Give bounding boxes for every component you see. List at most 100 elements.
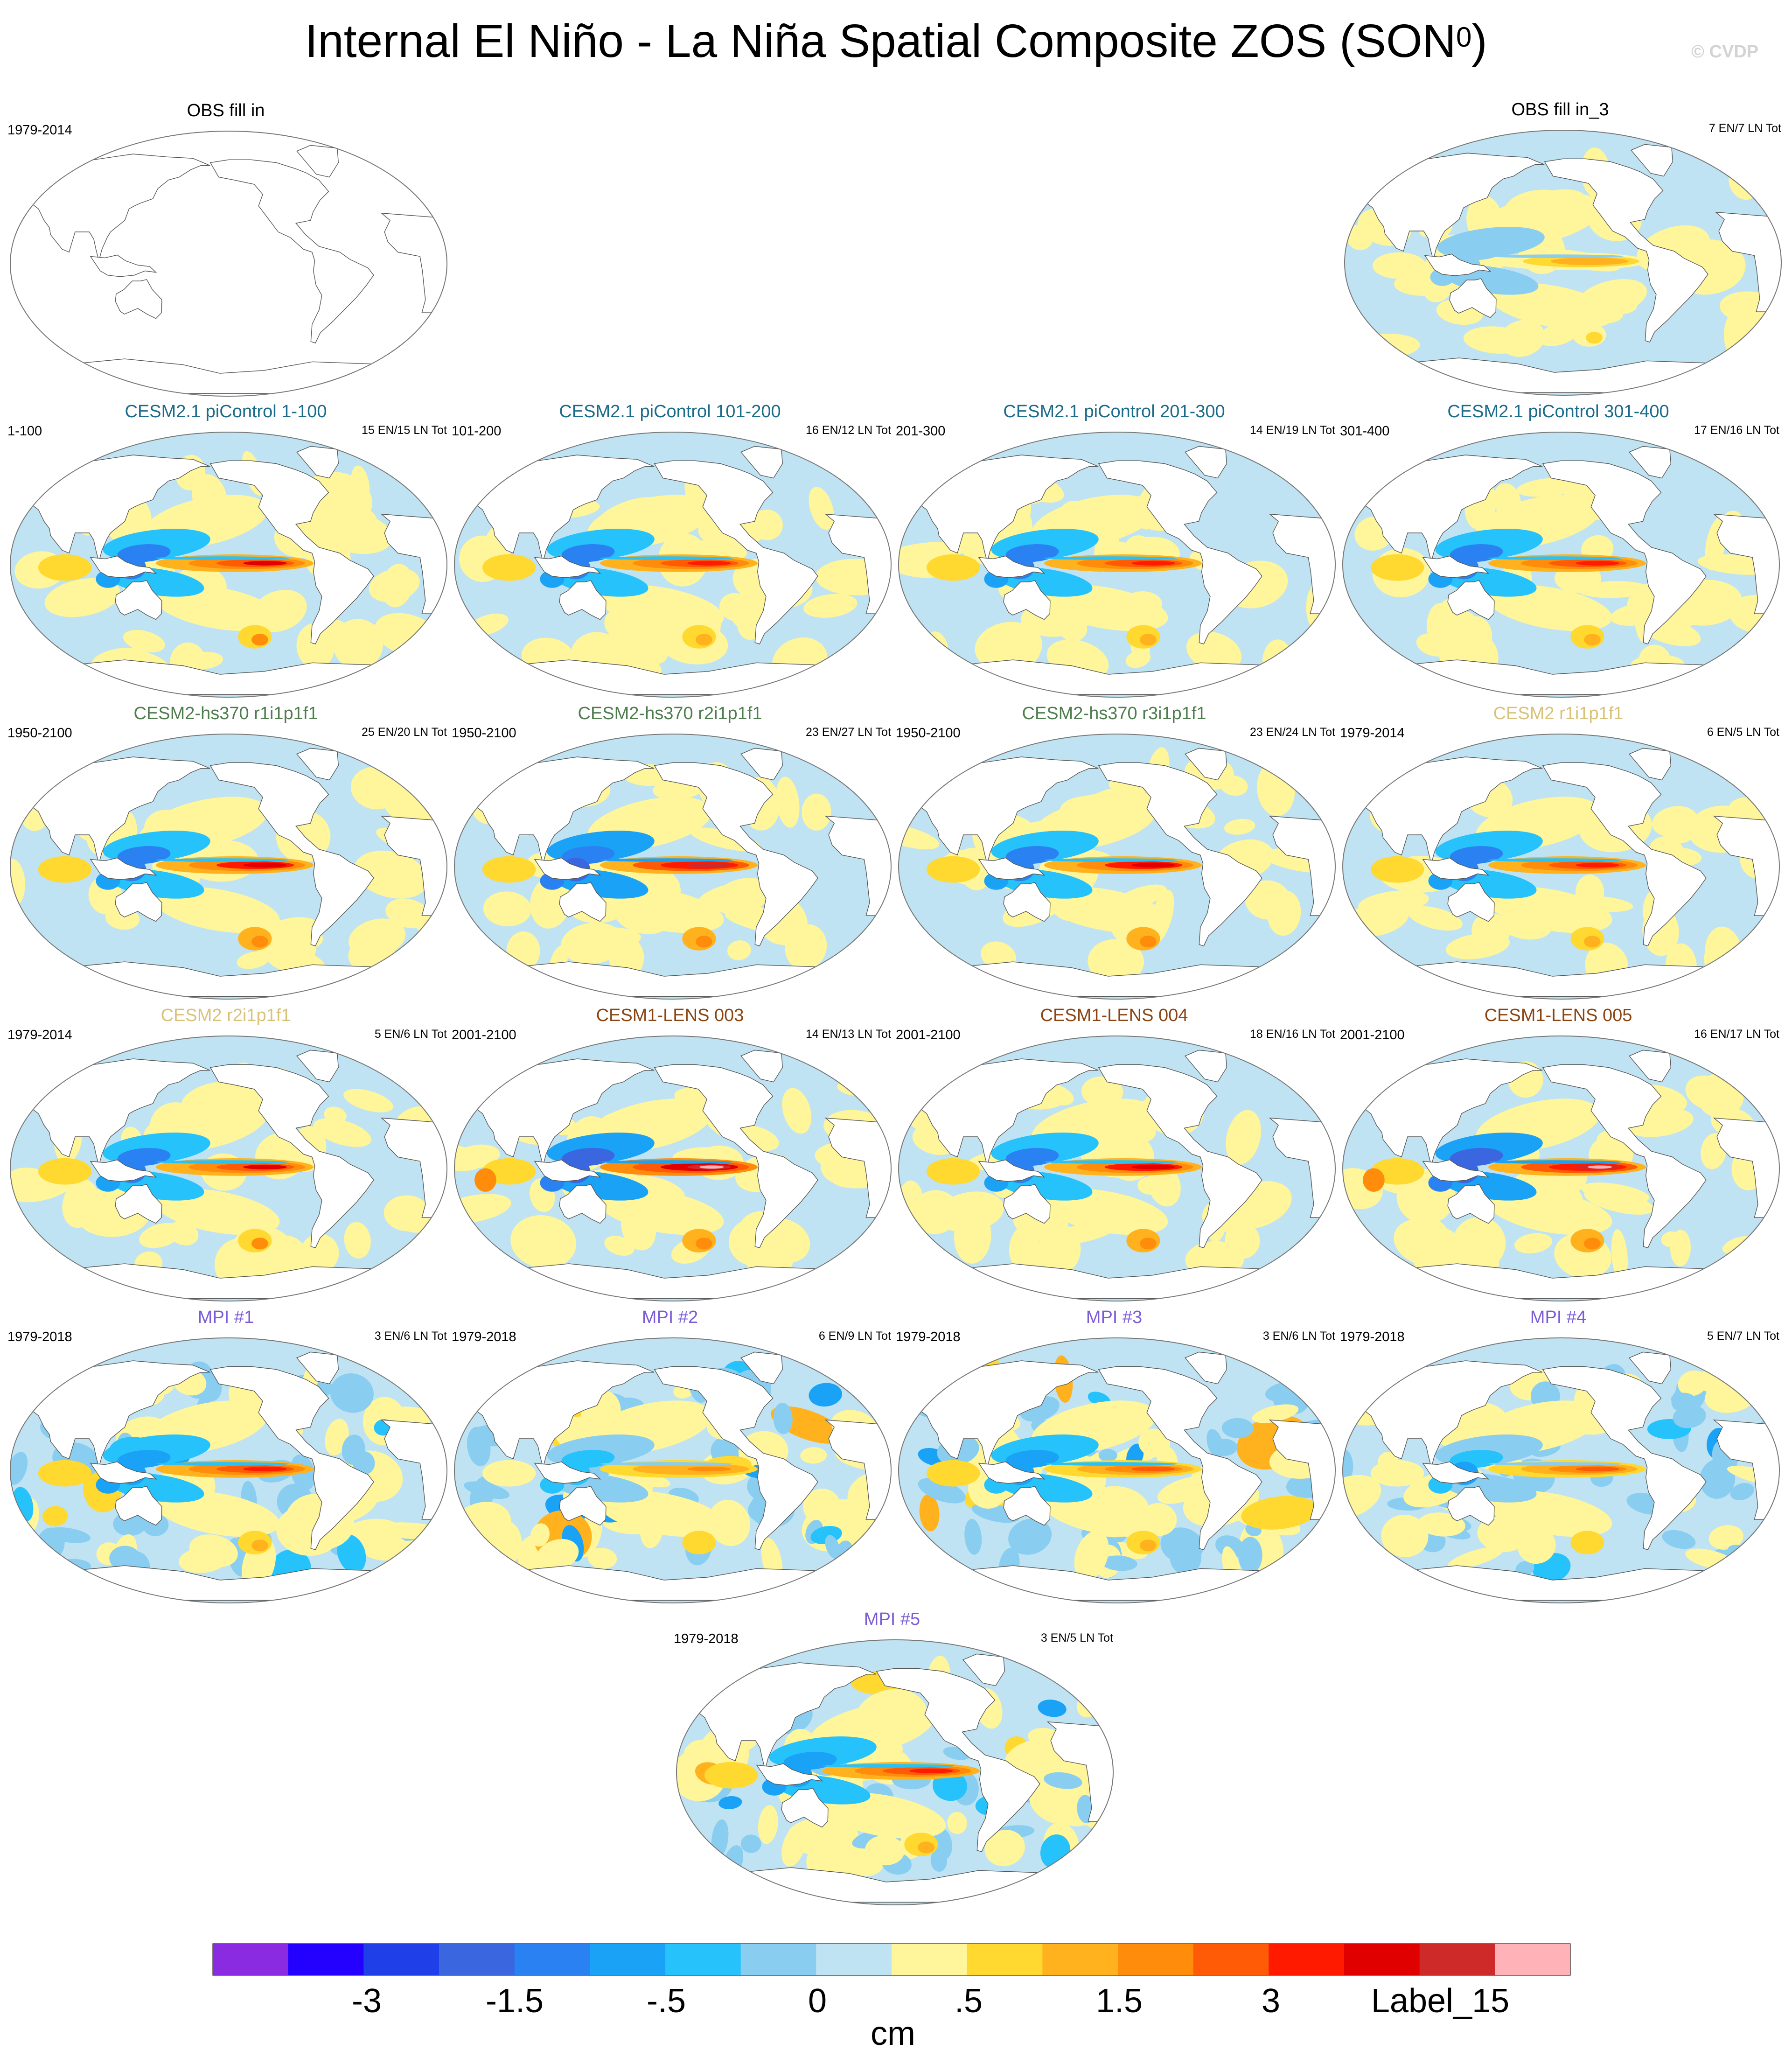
anomaly-contour: [584, 927, 641, 947]
map-panel: MPI #2 1979-2018 6 EN/9 LN Tot: [449, 1307, 892, 1606]
anomaly-contour: [1381, 1514, 1429, 1558]
colorbar-tick-label: .5: [954, 1982, 983, 2020]
land-eurasia: [474, 1058, 655, 1167]
colorbar-swatch: [363, 1944, 439, 1975]
anomaly-contour: [189, 1534, 238, 1567]
panel-title: CESM1-LENS 005: [1484, 1006, 1632, 1025]
colorbar-swatch: [740, 1944, 816, 1975]
land-australia: [1447, 580, 1495, 620]
map-panel: MPI #3 1979-2018 3 EN/6 LN Tot: [893, 1307, 1336, 1606]
anomaly-contour: [263, 1235, 307, 1279]
land-africa: [380, 1419, 447, 1520]
panel-event-count: 14 EN/19 LN Tot: [1250, 424, 1335, 437]
anomaly-contour: [1708, 1525, 1743, 1550]
anomaly-contour: [1584, 1238, 1601, 1250]
panel-title: CESM2.1 piControl 1-100: [125, 402, 327, 421]
anomaly-contour: [1140, 634, 1157, 646]
anomaly-contour: [251, 1539, 268, 1552]
anomaly-contour: [251, 936, 268, 948]
anomaly-contour: [1463, 326, 1529, 354]
panel-period: 1979-2018: [452, 1329, 516, 1344]
anomaly-contour: [1224, 819, 1255, 835]
anomaly-contour: [1043, 1189, 1168, 1235]
land-indonesia: [534, 1159, 601, 1182]
anomaly-contour: [909, 1768, 953, 1773]
anomaly-contour: [1238, 1537, 1262, 1574]
colorbar-tick-label: 0: [808, 1982, 827, 2020]
anomaly-contour: [154, 1490, 280, 1537]
map-plot: [454, 432, 892, 698]
anomaly-contour: [926, 1158, 980, 1185]
map-panel: CESM2.1 piControl 1-100 1-100 15 EN/15 LN …: [5, 401, 447, 700]
anomaly-contour: [1514, 1233, 1552, 1253]
anomaly-contour: [1138, 1428, 1171, 1457]
anomaly-contour: [1447, 610, 1479, 645]
anomaly-contour: [775, 777, 800, 828]
colorbar-swatch: [590, 1944, 666, 1975]
colorbar-swatch: [816, 1944, 892, 1975]
anomaly-contour: [243, 1466, 287, 1471]
land-australia: [1003, 1486, 1051, 1526]
land-indonesia: [534, 555, 601, 578]
panel-event-count: 6 EN/9 LN Tot: [818, 1329, 891, 1343]
panel-title: CESM2 r1i1p1f1: [1493, 704, 1624, 723]
panel-title: CESM2.1 piControl 301-400: [1447, 402, 1669, 421]
anomaly-contour: [1370, 1460, 1424, 1487]
land-eurasia: [30, 1058, 210, 1167]
land-americas: [1098, 460, 1262, 644]
map-frame: [1342, 432, 1780, 698]
land-antarctica: [1395, 659, 1727, 695]
anomaly-contour: [243, 1164, 287, 1169]
anomaly-contour: [324, 1106, 347, 1124]
land-africa: [1046, 1721, 1113, 1822]
land-antarctica: [63, 1565, 394, 1601]
anomaly-contour: [243, 560, 287, 566]
anomaly-contour: [1685, 1075, 1731, 1111]
map-frame: [10, 1035, 447, 1301]
panel-title: CESM2-hs370 r3i1p1f1: [1022, 704, 1206, 723]
map-frame: [898, 1035, 1336, 1301]
anomaly-contour: [696, 1238, 712, 1250]
anomaly-contour: [1490, 254, 1624, 258]
panel-title: CESM2.1 piControl 101-200: [559, 402, 781, 421]
map-plot: [1344, 130, 1782, 396]
anomaly-contour: [1101, 1555, 1137, 1571]
land-africa: [380, 212, 447, 313]
panel-event-count: 5 EN/6 LN Tot: [374, 1028, 447, 1041]
land-australia: [115, 279, 162, 319]
anomaly-contour: [530, 876, 571, 929]
anomaly-contour: [300, 1233, 339, 1273]
colorbar-swatch: [213, 1944, 289, 1975]
watermark: © CVDP: [1691, 42, 1759, 62]
anomaly-contour: [1576, 560, 1619, 566]
anomaly-contour: [1170, 1541, 1201, 1575]
anomaly-contour: [599, 1189, 724, 1235]
map-panel: CESM1-LENS 004 2001-2100 18 EN/16 LN Tot: [893, 1005, 1336, 1304]
anomaly-contour: [1358, 890, 1429, 915]
map-frame: [676, 1639, 1114, 1905]
land-americas: [1542, 460, 1707, 644]
land-africa: [380, 815, 447, 916]
map-frame: [898, 432, 1336, 698]
anomaly-contour: [1140, 1238, 1157, 1250]
colorbar-swatch: [288, 1944, 364, 1975]
anomaly-contour: [964, 1518, 982, 1555]
anomaly-contour: [358, 1530, 416, 1556]
colorbar-tick-label: 3: [1261, 1982, 1281, 2020]
anomaly-contour: [1515, 1560, 1534, 1576]
colorbar-swatch: [1118, 1944, 1194, 1975]
anomaly-contour: [38, 554, 92, 581]
anomaly-contour: [381, 564, 413, 608]
anomaly-contour: [822, 1764, 955, 1768]
land-australia: [115, 580, 162, 620]
anomaly-contour: [154, 585, 280, 631]
land-africa: [1715, 211, 1781, 312]
map-frame: [1342, 1035, 1780, 1301]
anomaly-contour: [1487, 1189, 1612, 1235]
land-americas: [654, 1064, 818, 1248]
anomaly-contour: [349, 918, 406, 958]
land-australia: [1003, 1184, 1051, 1224]
anomaly-contour: [343, 1089, 393, 1112]
land-africa: [1269, 1419, 1335, 1520]
panel-event-count: 14 EN/13 LN Tot: [806, 1028, 891, 1041]
